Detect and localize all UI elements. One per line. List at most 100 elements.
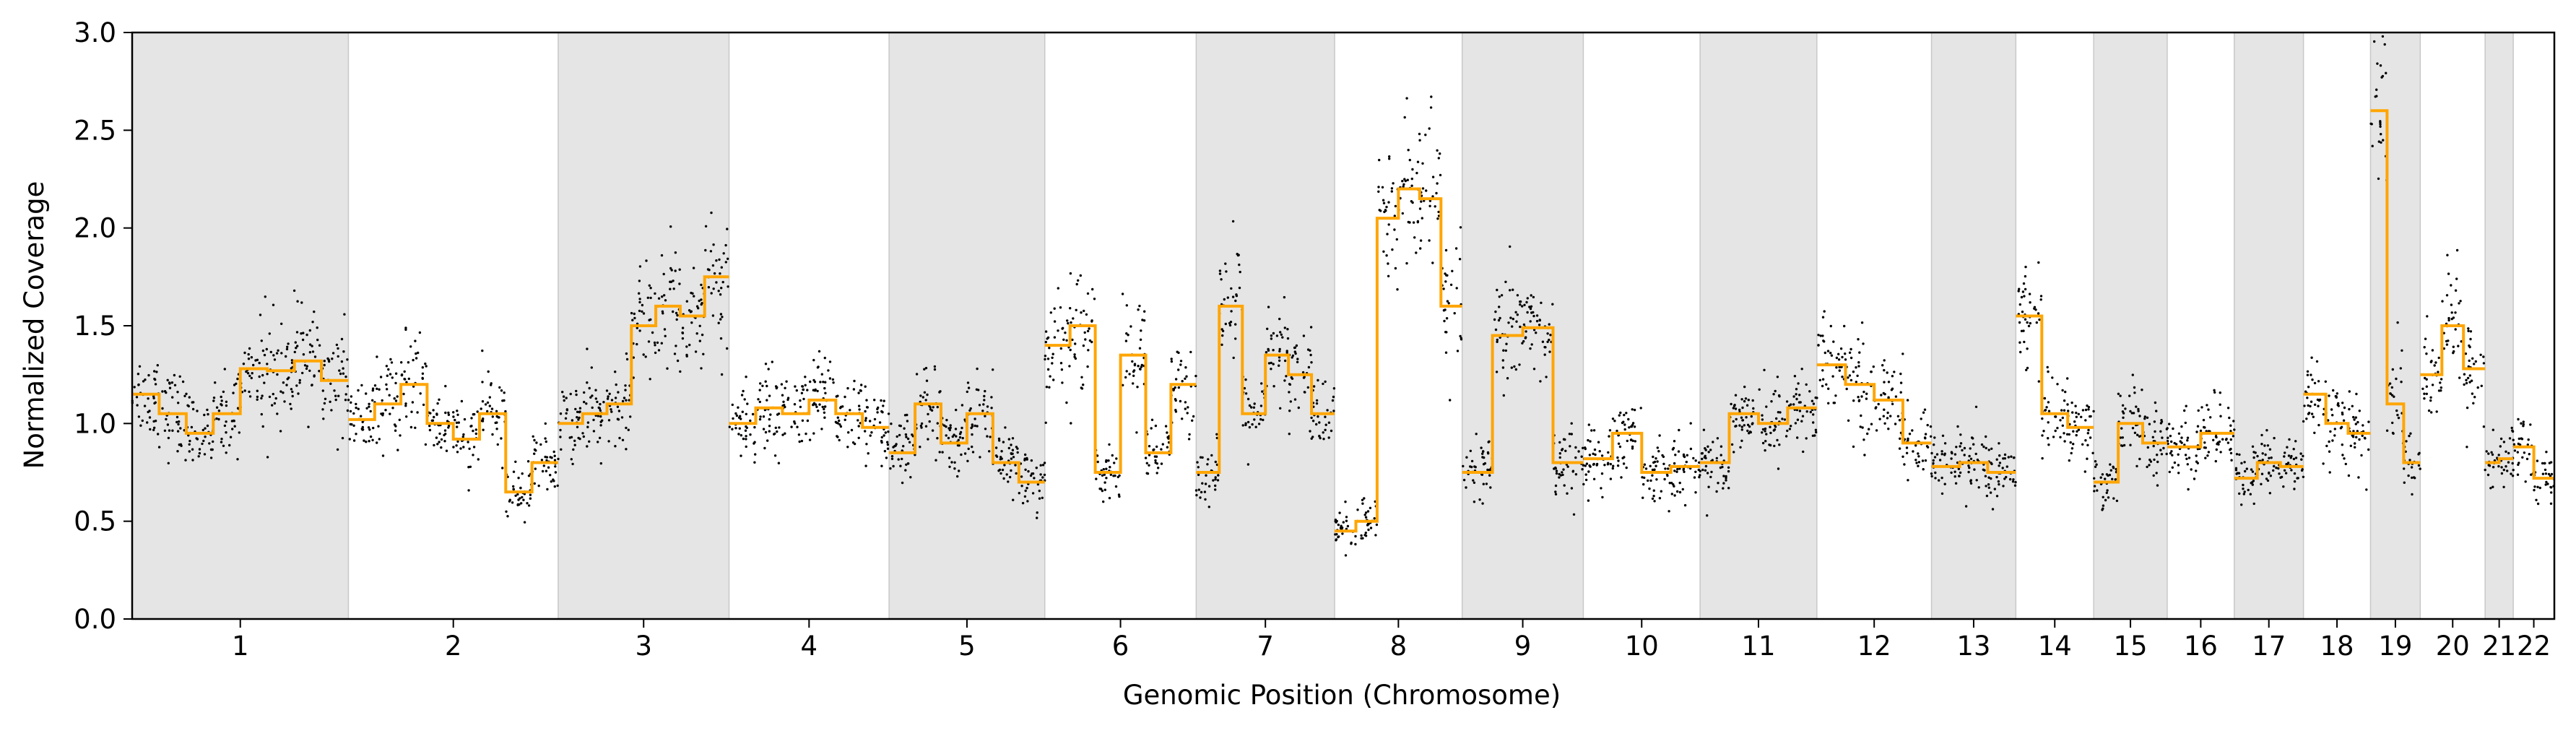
coverage-point <box>1442 287 1445 290</box>
coverage-point <box>1532 368 1536 371</box>
coverage-point <box>1108 496 1111 500</box>
coverage-point <box>1332 395 1335 399</box>
coverage-point <box>1678 467 1681 470</box>
coverage-point <box>853 379 856 383</box>
coverage-point <box>185 392 188 395</box>
coverage-point <box>311 350 315 353</box>
coverage-point <box>2206 454 2209 457</box>
coverage-point <box>266 363 269 365</box>
coverage-point <box>1985 494 1989 498</box>
coverage-point <box>1082 384 1085 386</box>
coverage-point <box>2029 321 2031 325</box>
coverage-point <box>1515 320 1518 323</box>
coverage-point <box>2313 403 2317 406</box>
coverage-point <box>2266 444 2270 447</box>
coverage-point <box>1302 334 1306 337</box>
coverage-point <box>533 482 536 485</box>
coverage-point <box>2361 434 2364 437</box>
coverage-point <box>1230 310 1233 313</box>
coverage-point <box>920 422 924 425</box>
coverage-point <box>1411 168 1414 171</box>
coverage-point <box>519 497 521 500</box>
coverage-point <box>2102 504 2105 507</box>
coverage-point <box>1485 482 1488 485</box>
coverage-point <box>2296 477 2299 480</box>
coverage-point <box>764 363 768 365</box>
coverage-point <box>1044 421 1047 424</box>
coverage-point <box>2173 461 2177 464</box>
chromosome-band-11 <box>1699 32 1818 620</box>
coverage-point <box>2315 360 2319 363</box>
coverage-point <box>1707 451 1710 454</box>
coverage-point <box>923 368 926 371</box>
coverage-point <box>641 310 643 313</box>
coverage-point <box>2089 415 2091 418</box>
coverage-point <box>447 426 450 429</box>
coverage-point <box>2171 454 2174 456</box>
coverage-point <box>1488 440 1491 443</box>
coverage-point <box>247 358 251 360</box>
coverage-point <box>2233 428 2236 431</box>
coverage-point <box>882 399 885 402</box>
coverage-point <box>933 368 937 371</box>
coverage-point <box>350 401 352 404</box>
coverage-point <box>2086 432 2089 435</box>
coverage-point <box>1998 442 2000 445</box>
coverage-point <box>1184 407 1187 410</box>
coverage-point <box>632 356 635 359</box>
y-tick-label: 0.0 <box>74 604 116 635</box>
coverage-point <box>152 397 155 399</box>
coverage-point <box>2433 364 2436 367</box>
coverage-point <box>1124 339 1128 342</box>
coverage-point <box>594 389 597 391</box>
coverage-point <box>365 407 368 410</box>
coverage-point <box>1214 488 1217 491</box>
coverage-point <box>1408 158 1412 162</box>
coverage-point <box>1855 381 1857 384</box>
coverage-point <box>897 458 900 461</box>
coverage-point <box>425 365 428 368</box>
coverage-point <box>1261 390 1264 393</box>
coverage-point <box>1413 236 1416 239</box>
coverage-point <box>1933 436 1936 439</box>
coverage-point <box>717 321 720 324</box>
coverage-point <box>802 397 805 401</box>
coverage-point <box>864 464 867 467</box>
coverage-point <box>1529 347 1532 350</box>
coverage-point <box>1562 468 1565 471</box>
coverage-point <box>2261 452 2264 455</box>
coverage-point <box>2026 347 2029 350</box>
coverage-point <box>208 442 211 445</box>
coverage-point <box>2203 425 2206 429</box>
coverage-point <box>2525 457 2529 461</box>
coverage-point <box>1205 474 1207 477</box>
coverage-point <box>1004 426 1007 429</box>
coverage-point <box>2275 467 2278 469</box>
coverage-point <box>2238 453 2241 456</box>
coverage-point <box>1482 482 1485 485</box>
coverage-point <box>737 406 740 409</box>
coverage-point <box>1177 368 1180 371</box>
coverage-point <box>712 287 715 290</box>
coverage-point <box>260 412 263 416</box>
coverage-point <box>187 434 190 437</box>
coverage-point <box>2353 418 2356 421</box>
coverage-point <box>2129 410 2132 413</box>
coverage-point <box>701 333 704 337</box>
coverage-point <box>1516 313 1519 316</box>
coverage-point <box>1002 441 1005 443</box>
coverage-point <box>1628 426 1631 429</box>
coverage-point <box>220 399 223 402</box>
coverage-point <box>1616 456 1619 459</box>
coverage-point <box>1678 481 1681 485</box>
coverage-point <box>2174 443 2178 446</box>
coverage-point <box>1482 450 1485 453</box>
coverage-point <box>1648 487 1651 490</box>
coverage-point <box>885 456 888 459</box>
coverage-point <box>2393 395 2395 398</box>
coverage-point <box>1929 425 1933 428</box>
coverage-point <box>641 303 644 307</box>
coverage-point <box>1764 427 1767 430</box>
coverage-point <box>1310 416 1313 420</box>
segment-line-chr-3 <box>558 275 729 425</box>
